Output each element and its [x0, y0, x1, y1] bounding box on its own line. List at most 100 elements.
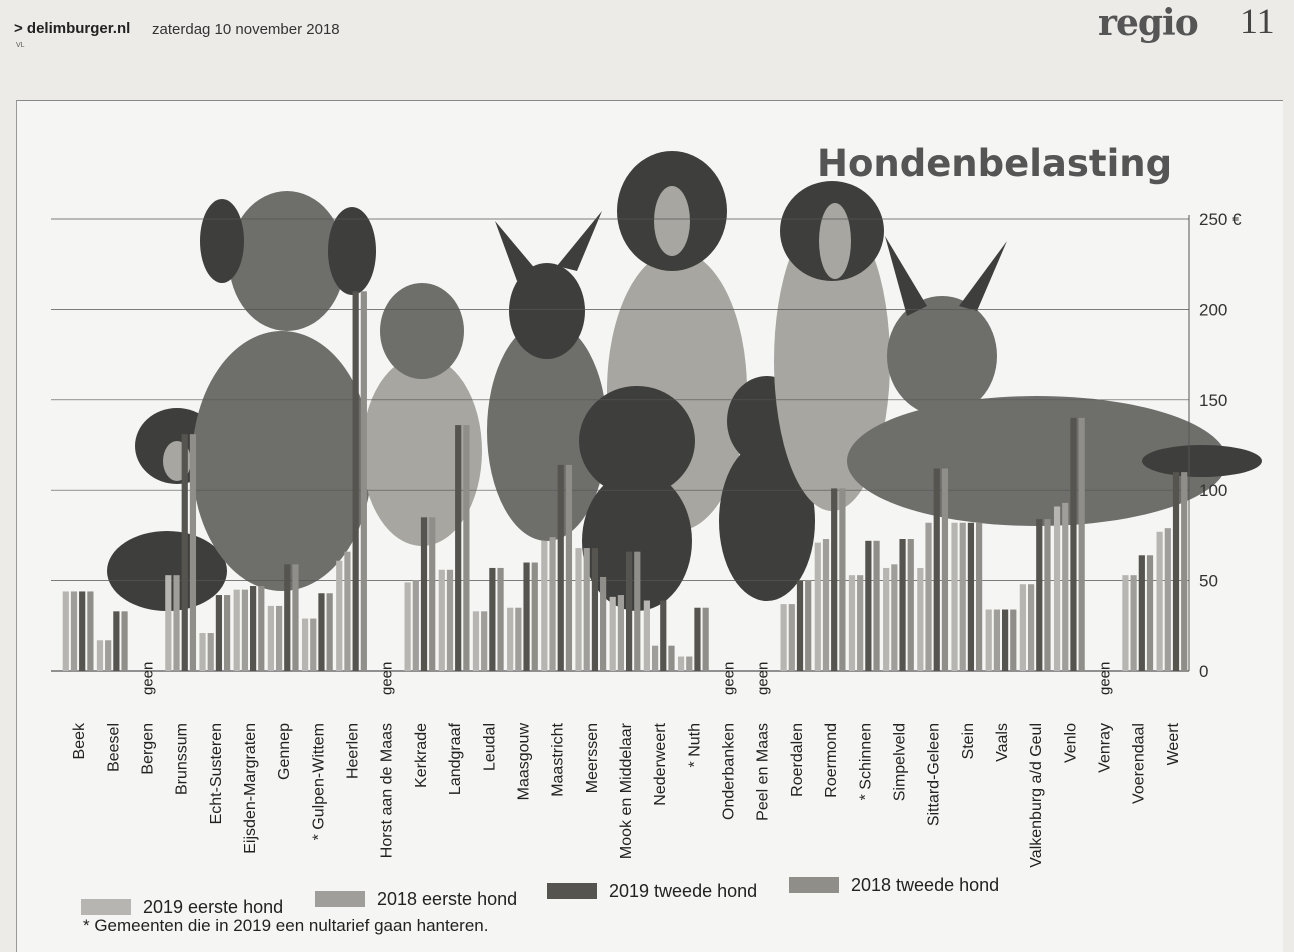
- bar: [609, 596, 616, 671]
- bar: [668, 645, 675, 671]
- bar: [839, 488, 846, 671]
- publication-date: zaterdag 10 november 2018: [152, 21, 340, 38]
- bar: [267, 605, 274, 671]
- x-tick-label: Simpelveld: [891, 723, 908, 801]
- page-number: 11: [1240, 1, 1275, 41]
- y-tick-label: 50: [1199, 572, 1218, 591]
- bar: [165, 575, 172, 671]
- bar: [686, 656, 693, 671]
- x-tick-label: Landgraaf: [447, 722, 464, 795]
- no-tax-label: geen: [721, 662, 738, 695]
- bar: [565, 464, 573, 671]
- bar: [250, 586, 257, 671]
- bar: [1164, 528, 1171, 671]
- bar: [967, 522, 975, 671]
- bar: [489, 567, 496, 671]
- x-tick-label: Sittard-Geleen: [926, 723, 943, 826]
- bar: [181, 434, 188, 671]
- bar: [1027, 584, 1035, 671]
- bar: [1156, 531, 1163, 671]
- bar: [463, 425, 470, 671]
- bar: [70, 591, 78, 671]
- bar: [199, 633, 206, 671]
- bar: [626, 551, 633, 671]
- bar: [959, 522, 966, 671]
- legend-swatch: [789, 877, 839, 893]
- bar: [481, 611, 488, 671]
- bar: [857, 575, 864, 671]
- bar: [301, 618, 309, 671]
- x-axis-labels: Beek Beesel Bergen Brunssum Echt-Susteren Eij…: [71, 722, 1182, 868]
- bar: [617, 595, 624, 671]
- x-tick-label: Leudal: [481, 723, 498, 771]
- bar: [1062, 502, 1069, 671]
- bar: [1070, 417, 1077, 671]
- x-tick-label: Beesel: [105, 723, 122, 772]
- bar: [788, 604, 795, 671]
- no-tax-label: geen: [379, 662, 396, 695]
- x-tick-label: * Schinnen: [857, 723, 874, 800]
- x-tick-label: Gennep: [276, 723, 293, 780]
- site-name[interactable]: > delimburger.nl: [14, 20, 131, 37]
- bar: [472, 611, 480, 671]
- malinois-icon: [487, 211, 607, 541]
- x-tick-label: Onderbanken: [721, 723, 738, 820]
- dog-illustration: [107, 151, 1262, 611]
- legend-label: 2018 tweede hond: [851, 875, 999, 895]
- bar: [873, 540, 880, 671]
- bar: [105, 640, 112, 671]
- bar: [557, 464, 564, 671]
- bar: [1010, 609, 1017, 671]
- section-title: regio: [1098, 2, 1199, 44]
- bar: [87, 591, 94, 671]
- bar: [976, 522, 983, 671]
- bar: [507, 607, 514, 671]
- dog-tax-chart: 0 50 100 150 200 250 € Beek Beesel Bergen Brunss…: [51, 142, 1262, 935]
- bar: [113, 611, 120, 671]
- bar: [677, 656, 685, 671]
- bar: [907, 539, 914, 671]
- x-tick-label: Beek: [71, 722, 88, 759]
- bar: [360, 291, 367, 671]
- bar: [292, 564, 299, 671]
- bar: [189, 434, 197, 671]
- sheltie-icon: [362, 283, 482, 546]
- bar: [694, 607, 701, 671]
- x-tick-label: Valkenburg a/d Geul: [1028, 723, 1045, 868]
- bar: [660, 600, 667, 671]
- x-tick-label: Roerdalen: [789, 723, 806, 797]
- footnote: * Gemeenten die in 2019 een nultarief ga…: [83, 916, 488, 935]
- bar: [993, 609, 1000, 671]
- bar: [523, 562, 530, 671]
- bar: [643, 600, 650, 671]
- y-tick-label: 200: [1199, 300, 1227, 319]
- bar: [79, 591, 86, 671]
- x-tick-label: Heerlen: [345, 723, 362, 779]
- bar: [1146, 555, 1154, 671]
- bar: [352, 291, 359, 671]
- great-dane-icon: [192, 191, 376, 591]
- bar: [941, 468, 949, 671]
- bar: [404, 582, 411, 671]
- bar: [438, 569, 445, 671]
- bar: [121, 611, 128, 671]
- bar-series: [62, 291, 1188, 671]
- bar: [985, 609, 992, 671]
- bar: [241, 589, 248, 671]
- x-tick-label: * Nuth: [686, 723, 703, 767]
- bar: [284, 564, 291, 671]
- bar: [917, 567, 924, 671]
- bar: [951, 522, 958, 671]
- bar: [224, 595, 231, 671]
- legend-label: 2019 eerste hond: [143, 897, 283, 917]
- bar: [336, 560, 343, 671]
- x-tick-label: Brunssum: [174, 723, 191, 795]
- no-tax-label: geen: [139, 662, 156, 695]
- bar: [1036, 519, 1043, 671]
- x-tick-label: Kerkrade: [413, 723, 430, 788]
- legend-swatch: [315, 891, 365, 907]
- x-tick-label: Vaals: [994, 723, 1011, 762]
- bar: [1181, 472, 1188, 671]
- legend: 2019 eerste hond 2018 eerste hond 2019 twe…: [81, 875, 999, 917]
- bar: [651, 645, 659, 671]
